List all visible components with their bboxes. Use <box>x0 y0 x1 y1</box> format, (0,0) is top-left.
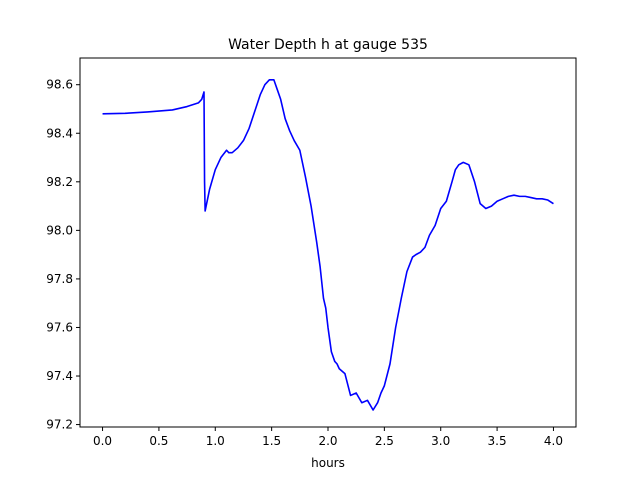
x-tick-label: 1.0 <box>206 434 225 448</box>
y-tick-label: 98.4 <box>46 126 73 140</box>
x-tick-label: 2.0 <box>318 434 337 448</box>
x-tick-label: 3.0 <box>431 434 450 448</box>
series-line-0 <box>102 79 554 411</box>
chart-title: Water Depth h at gauge 535 <box>228 37 428 53</box>
y-tick-label: 97.2 <box>46 418 73 432</box>
x-axis-label: hours <box>311 456 345 470</box>
y-tick-label: 97.4 <box>46 369 73 383</box>
plot-area: 0.0 0.5 1.0 1.5 2.0 2.5 3.0 3.5 4.0 97.2 97.4 97.6 9… <box>46 57 577 448</box>
y-tick-label: 98.0 <box>46 223 73 237</box>
x-tick-label: 3.5 <box>488 434 507 448</box>
y-tick-label: 98.6 <box>46 78 73 92</box>
y-tick-label: 97.8 <box>46 272 73 286</box>
x-tick-label: 4.0 <box>544 434 563 448</box>
y-tick-label: 97.6 <box>46 320 73 334</box>
x-tick-label: 0.0 <box>93 434 112 448</box>
y-tick-label: 98.2 <box>46 175 73 189</box>
x-tick-label: 0.5 <box>149 434 168 448</box>
x-tick-label: 1.5 <box>262 434 281 448</box>
x-tick-label: 2.5 <box>375 434 394 448</box>
